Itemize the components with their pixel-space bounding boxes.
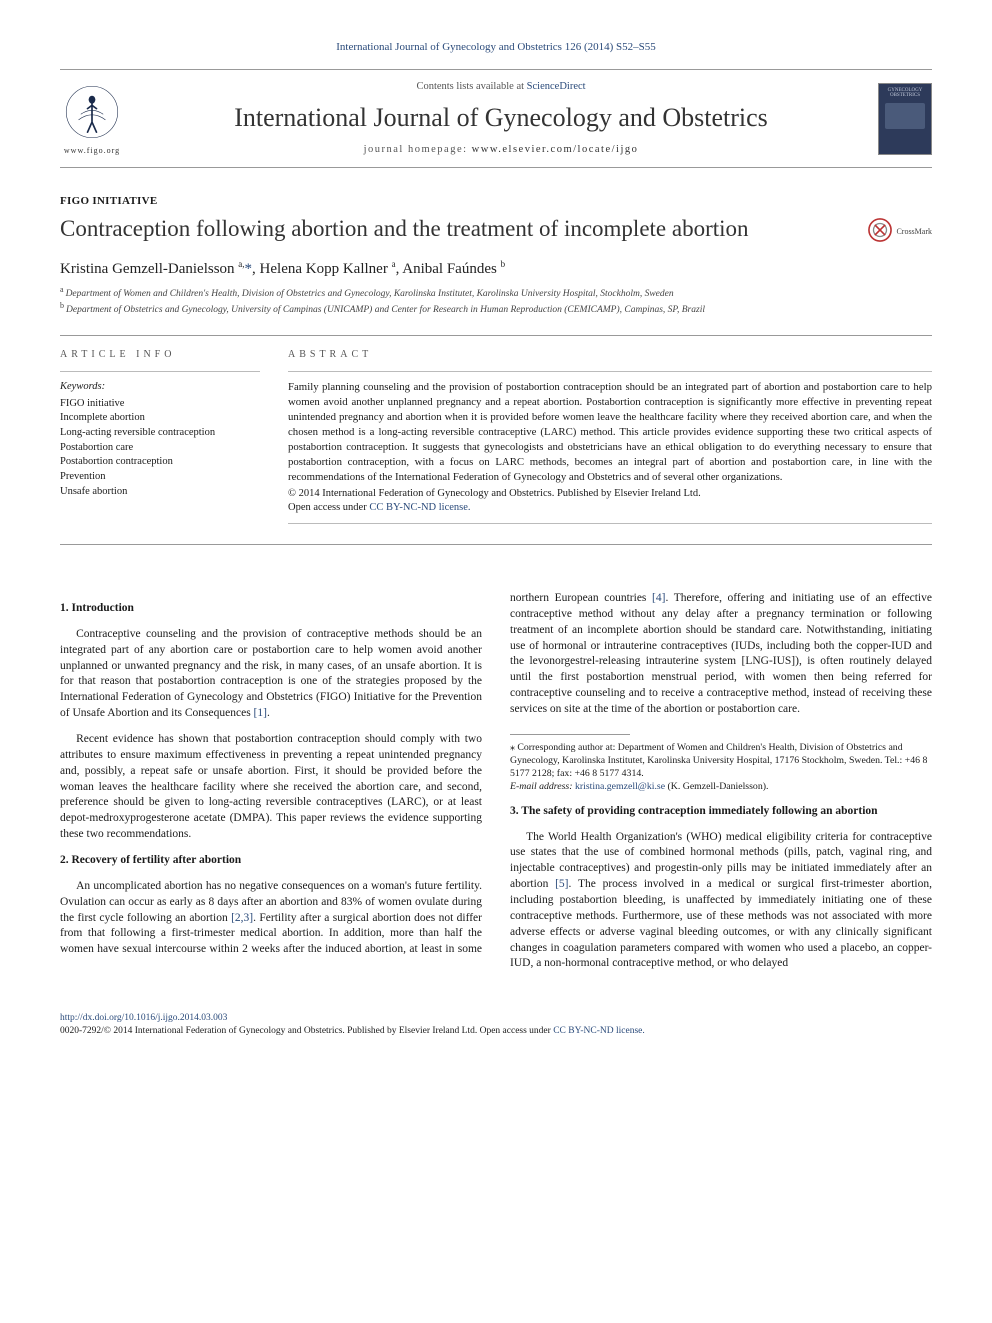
- email-footnote: E-mail address: kristina.gemzell@ki.se (…: [510, 780, 932, 793]
- footnote-separator: [510, 734, 630, 735]
- divider: [288, 371, 932, 372]
- abstract-col: ABSTRACT Family planning counseling and …: [288, 336, 932, 544]
- journal-reference: International Journal of Gynecology and …: [60, 40, 932, 55]
- section-1-para-2: Recent evidence has shown that postabort…: [60, 732, 482, 843]
- journal-cover-thumb: GYNECOLOGY OBSTETRICS: [878, 83, 932, 155]
- sciencedirect-link[interactable]: ScienceDirect: [527, 81, 586, 92]
- corresponding-author-footnote: ⁎ Corresponding author at: Department of…: [510, 741, 932, 781]
- article-body: 1. Introduction Contraceptive counseling…: [60, 591, 932, 972]
- masthead-center: Contents lists available at ScienceDirec…: [136, 80, 866, 157]
- abstract-text: Family planning counseling and the provi…: [288, 380, 932, 484]
- journal-homepage-line: journal homepage: www.elsevier.com/locat…: [136, 143, 866, 157]
- article-header: FIGO INITIATIVE Contraception following …: [60, 194, 932, 317]
- footnotes: ⁎ Corresponding author at: Department of…: [510, 741, 932, 794]
- journal-title: International Journal of Gynecology and …: [136, 100, 866, 135]
- cover-graphic-icon: [885, 103, 925, 129]
- ref-link-5[interactable]: [5]: [555, 878, 568, 890]
- ref-link-4[interactable]: [4]: [652, 592, 665, 604]
- section-3-para-1: The World Health Organization's (WHO) me…: [510, 830, 932, 973]
- issn-copyright-line: 0020-7292/© 2014 International Federatio…: [60, 1025, 932, 1038]
- cc-license-link[interactable]: CC BY-NC-ND license.: [369, 502, 470, 513]
- keyword-item: Postabortion contraception: [60, 455, 260, 470]
- divider: [288, 523, 932, 524]
- ref-link-1[interactable]: [1]: [254, 707, 267, 719]
- figo-url[interactable]: www.figo.org: [60, 146, 124, 157]
- article-type: FIGO INITIATIVE: [60, 194, 932, 209]
- section-2-heading: 2. Recovery of fertility after abortion: [60, 853, 482, 869]
- keyword-item: Unsafe abortion: [60, 485, 260, 500]
- section-1-heading: 1. Introduction: [60, 601, 482, 617]
- cover-line2: OBSTETRICS: [890, 93, 920, 99]
- figo-logo-icon: [60, 80, 124, 144]
- crossmark-label: CrossMark: [896, 227, 932, 238]
- keyword-item: FIGO initiative: [60, 397, 260, 412]
- keyword-item: Incomplete abortion: [60, 411, 260, 426]
- keywords-list: FIGO initiativeIncomplete abortionLong-a…: [60, 397, 260, 500]
- affiliations: aDepartment of Women and Children's Heal…: [60, 285, 932, 317]
- open-access-line: Open access under CC BY-NC-ND license.: [288, 501, 932, 515]
- cc-license-link-footer[interactable]: CC BY-NC-ND license.: [553, 1026, 645, 1036]
- section-1-para-1: Contraceptive counseling and the provisi…: [60, 627, 482, 722]
- keyword-item: Long-acting reversible contraception: [60, 426, 260, 441]
- divider: [60, 371, 260, 372]
- homepage-url[interactable]: www.elsevier.com/locate/ijgo: [472, 144, 639, 155]
- contents-prefix: Contents lists available at: [416, 81, 526, 92]
- article-info-col: ARTICLE INFO Keywords: FIGO initiativeIn…: [60, 336, 260, 544]
- author-email-link[interactable]: kristina.gemzell@ki.se: [575, 781, 665, 792]
- article-title: Contraception following abortion and the…: [60, 213, 857, 244]
- oa-prefix: Open access under: [288, 502, 369, 513]
- masthead: www.figo.org Contents lists available at…: [60, 69, 932, 168]
- article-info-heading: ARTICLE INFO: [60, 348, 260, 362]
- keywords-label: Keywords:: [60, 380, 260, 394]
- crossmark-badge[interactable]: CrossMark: [867, 217, 932, 248]
- doi-link[interactable]: http://dx.doi.org/10.1016/j.ijgo.2014.03…: [60, 1013, 227, 1023]
- page-footer: http://dx.doi.org/10.1016/j.ijgo.2014.03…: [60, 1012, 932, 1038]
- oa-prefix-footer: Open access under: [480, 1026, 554, 1036]
- homepage-label: journal homepage:: [364, 144, 472, 155]
- contents-available-line: Contents lists available at ScienceDirec…: [136, 80, 866, 94]
- copyright-line: © 2014 International Federation of Gynec…: [288, 487, 932, 501]
- authors-list: Kristina Gemzell-Danielsson a,*, Helena …: [60, 258, 932, 279]
- abstract-heading: ABSTRACT: [288, 348, 932, 362]
- ref-link-2-3[interactable]: [2,3]: [231, 912, 253, 924]
- keyword-item: Prevention: [60, 470, 260, 485]
- publisher-logo-block: www.figo.org: [60, 80, 124, 157]
- section-3-heading: 3. The safety of providing contraception…: [510, 804, 932, 820]
- keyword-item: Postabortion care: [60, 441, 260, 456]
- info-abstract-row: ARTICLE INFO Keywords: FIGO initiativeIn…: [60, 335, 932, 545]
- crossmark-icon: [867, 217, 893, 248]
